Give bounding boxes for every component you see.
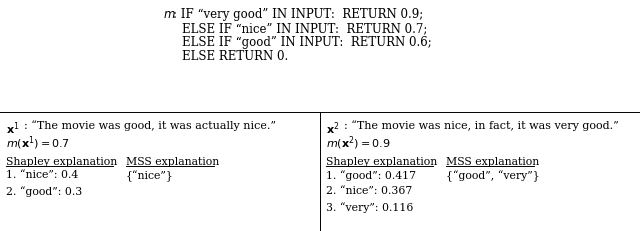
Text: 3. “very”: 0.116: 3. “very”: 0.116: [326, 201, 413, 212]
Text: Shapley explanation: Shapley explanation: [326, 156, 437, 166]
Text: Shapley explanation: Shapley explanation: [6, 156, 117, 166]
Text: $m(\mathbf{x}^2) = 0.9$: $m(\mathbf{x}^2) = 0.9$: [326, 134, 390, 151]
Text: MSS explanation: MSS explanation: [126, 156, 220, 166]
Text: {“good”, “very”}: {“good”, “very”}: [446, 169, 540, 181]
Text: ELSE IF “good” IN INPUT:  RETURN 0.6;: ELSE IF “good” IN INPUT: RETURN 0.6;: [182, 36, 432, 49]
Text: $m$: $m$: [163, 8, 175, 21]
Text: ELSE IF “nice” IN INPUT:  RETURN 0.7;: ELSE IF “nice” IN INPUT: RETURN 0.7;: [182, 22, 428, 35]
Text: $\mathbf{x}^2$: $\mathbf{x}^2$: [326, 119, 339, 136]
Text: $m(\mathbf{x}^1) = 0.7$: $m(\mathbf{x}^1) = 0.7$: [6, 134, 70, 151]
Text: ELSE RETURN 0.: ELSE RETURN 0.: [182, 50, 288, 63]
Text: $\mathbf{x}^1$: $\mathbf{x}^1$: [6, 119, 19, 136]
Text: : “The movie was good, it was actually nice.”: : “The movie was good, it was actually n…: [24, 119, 276, 130]
Text: MSS explanation: MSS explanation: [446, 156, 540, 166]
Text: 2. “nice”: 0.367: 2. “nice”: 0.367: [326, 185, 412, 195]
Text: 1. “good”: 0.417: 1. “good”: 0.417: [326, 169, 416, 180]
Text: 2. “good”: 0.3: 2. “good”: 0.3: [6, 185, 83, 196]
Text: 1. “nice”: 0.4: 1. “nice”: 0.4: [6, 169, 78, 179]
Text: : IF “very good” IN INPUT:  RETURN 0.9;: : IF “very good” IN INPUT: RETURN 0.9;: [173, 8, 423, 21]
Text: {“nice”}: {“nice”}: [126, 169, 173, 181]
Text: : “The movie was nice, in fact, it was very good.”: : “The movie was nice, in fact, it was v…: [344, 119, 619, 130]
